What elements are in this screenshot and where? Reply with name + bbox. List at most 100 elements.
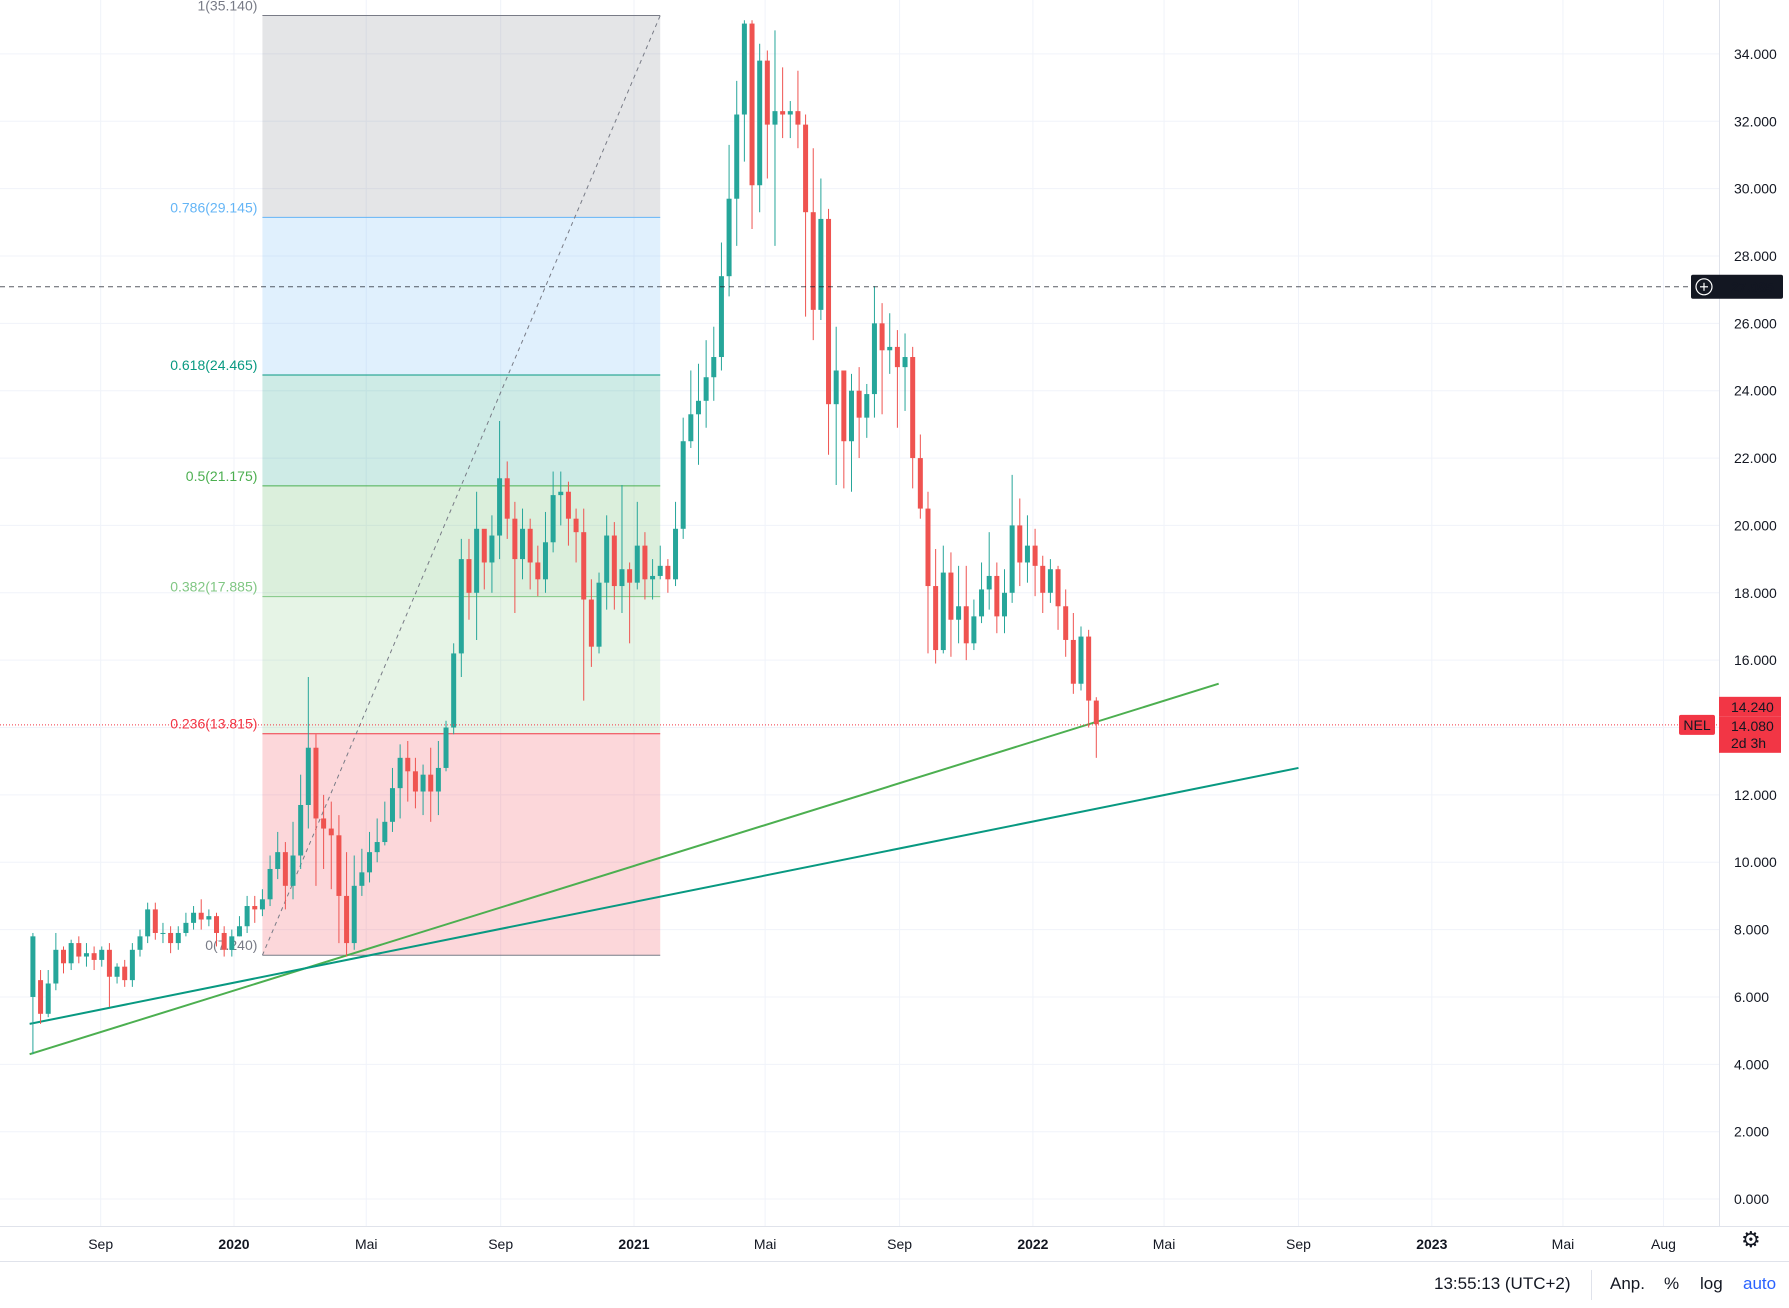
price-tick-label: 4.000	[1734, 1056, 1769, 1072]
candle	[695, 363, 701, 465]
candle	[275, 831, 281, 880]
candle-body	[259, 899, 265, 910]
auto-scale-button[interactable]: auto	[1743, 1274, 1777, 1293]
candle-body	[558, 491, 564, 496]
candle	[726, 144, 732, 297]
candle	[673, 501, 679, 587]
log-scale-button[interactable]: log	[1700, 1274, 1723, 1293]
candle	[604, 515, 610, 610]
candle	[764, 50, 770, 179]
candle	[1078, 626, 1084, 691]
candle	[99, 946, 105, 967]
candle	[588, 579, 594, 667]
candle-body	[122, 966, 128, 981]
candle-body	[313, 747, 319, 819]
fib-level-label: 0.236(13.815)	[170, 716, 257, 732]
candle-body	[412, 771, 418, 792]
price-chart[interactable]: 1(35.140) 0.786(29.145) 0.618(24.465) 0.5(2…	[0, 0, 1789, 1261]
fib-trend-line	[261, 15, 661, 956]
chart-settings-gear-icon[interactable]: ⚙	[1741, 1227, 1761, 1252]
candle	[520, 508, 526, 580]
candle	[1093, 697, 1099, 758]
candle-body	[833, 370, 839, 405]
candle-body	[933, 586, 939, 651]
candle-body	[520, 528, 526, 560]
clock-timezone[interactable]: 13:55:13 (UTC+2)	[1434, 1274, 1571, 1293]
trendlines[interactable]	[29, 682, 1299, 1056]
candle-body	[695, 400, 701, 415]
candle-body	[497, 478, 503, 536]
candle	[787, 101, 793, 139]
candle-body	[757, 60, 763, 186]
fib-level-label: 0.382(17.885)	[170, 579, 257, 595]
candle-body	[451, 653, 457, 728]
price-tick-label: 8.000	[1734, 922, 1769, 938]
candle	[879, 303, 885, 415]
candle-body	[841, 370, 847, 442]
candle-body	[979, 589, 985, 617]
candle-body	[236, 926, 242, 937]
candle	[106, 943, 112, 1008]
candle	[83, 943, 89, 967]
candle-body	[787, 111, 793, 115]
candle	[596, 572, 602, 654]
candle-body	[795, 111, 801, 125]
high-price-label: 14.240	[1731, 699, 1774, 715]
price-tick-label: 16.000	[1734, 652, 1777, 668]
candle-body	[703, 377, 709, 401]
candle-body	[61, 949, 67, 964]
candle	[642, 532, 648, 600]
candle	[535, 545, 541, 597]
candle-body	[565, 491, 571, 519]
candle	[38, 970, 44, 1024]
candle	[619, 485, 625, 613]
candle-body	[1070, 639, 1076, 684]
candle-body	[458, 559, 464, 654]
candle	[741, 20, 747, 162]
candle-body	[711, 357, 717, 378]
candle-body	[1040, 565, 1046, 593]
percent-scale-button[interactable]: %	[1664, 1274, 1680, 1293]
trend-line[interactable]	[29, 766, 1299, 1025]
candle-body	[1086, 636, 1092, 701]
adjust-button[interactable]: Anp.	[1610, 1274, 1645, 1293]
candle-body	[389, 788, 395, 822]
price-axis[interactable]: 0.000 2.000 4.000 6.000 8.000 10.000 12.000 14.…	[1734, 46, 1777, 1207]
candle-body	[726, 198, 732, 277]
candle	[497, 421, 503, 560]
candle	[933, 549, 939, 664]
candle-body	[925, 508, 931, 587]
candle-body	[657, 565, 663, 576]
price-tick-label: 28.000	[1734, 248, 1777, 264]
candle-body	[114, 966, 120, 977]
time-tick-label: Mai	[355, 1236, 378, 1252]
candle-body	[604, 535, 610, 583]
candle-body	[129, 949, 135, 981]
candle-body	[152, 909, 158, 933]
candle-body	[351, 885, 357, 944]
symbol-tag-label: NEL	[1683, 717, 1710, 733]
fib-level-label: 1(35.140)	[197, 0, 257, 13]
fib-zone	[262, 733, 661, 956]
candle	[420, 764, 426, 816]
candle-body	[405, 757, 411, 772]
candle	[474, 491, 480, 640]
candle	[1001, 569, 1007, 634]
candle-body	[826, 218, 832, 405]
candle-body	[596, 582, 602, 647]
trend-line[interactable]	[29, 682, 1219, 1056]
candle-body	[321, 818, 327, 829]
crosshair-price-label-bg	[1691, 274, 1783, 299]
fib-level-label: 0.618(24.465)	[170, 357, 257, 373]
candle-body	[642, 545, 648, 580]
candle	[244, 895, 250, 933]
candle-body	[1093, 700, 1099, 725]
candle	[504, 461, 510, 539]
time-axis[interactable]: Sep 2020 Mai Sep 2021 Mai Sep 2022 Mai Sep 2023 Mai…	[88, 1236, 1676, 1252]
candle-body	[848, 390, 854, 442]
candle-body	[588, 599, 594, 647]
candle-body	[917, 458, 923, 509]
price-tick-label: 18.000	[1734, 585, 1777, 601]
candle	[1040, 555, 1046, 613]
add-alert-plus-icon[interactable]	[1695, 278, 1713, 296]
